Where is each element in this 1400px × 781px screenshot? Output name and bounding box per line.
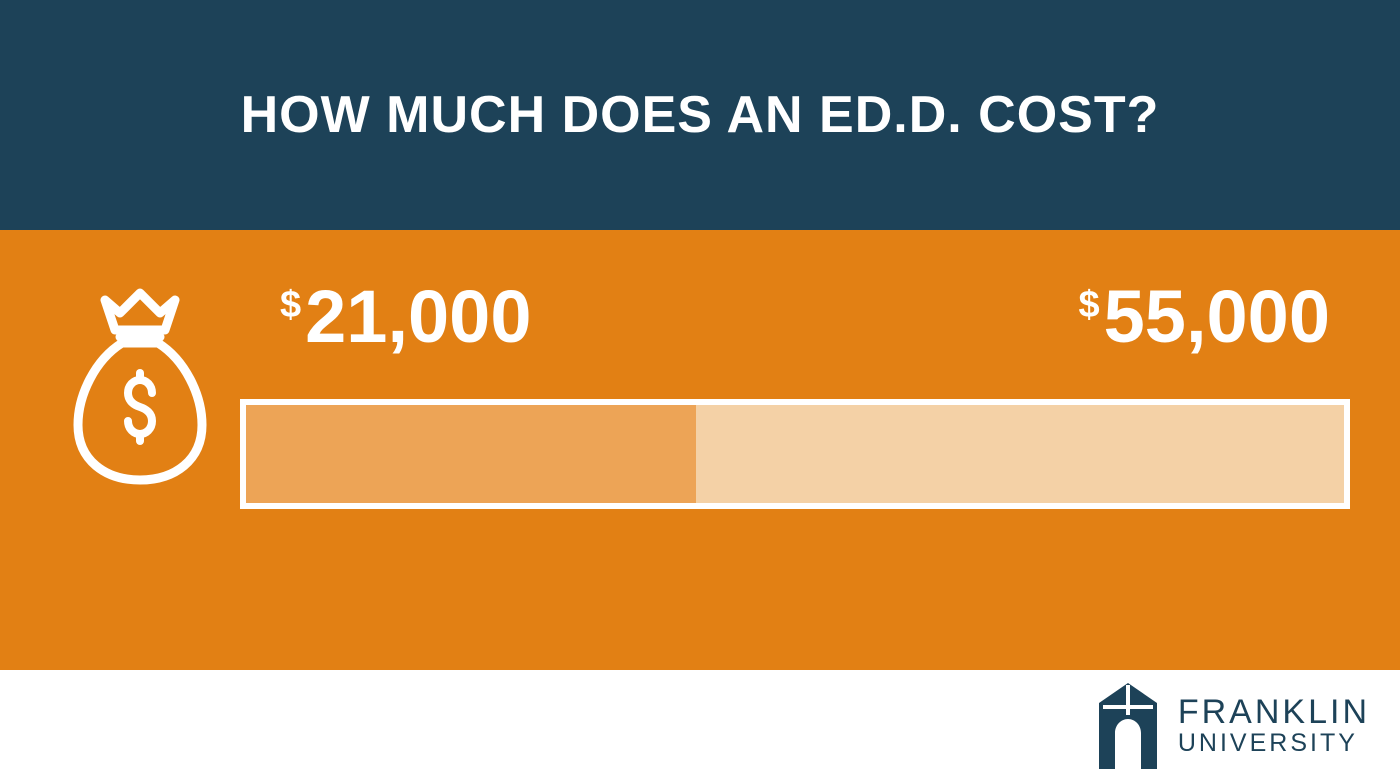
currency-symbol-high: $ [1079,284,1100,327]
high-value-group: $ 55,000 [1079,280,1330,354]
bar-segment-high [696,405,1344,503]
franklin-logo-icon [1091,681,1166,771]
low-value: 21,000 [305,280,531,354]
main-panel: $ 21,000 $ 55,000 [0,230,1400,670]
data-container: $ 21,000 $ 55,000 [230,275,1350,509]
low-value-group: $ 21,000 [280,280,531,354]
logo: FRANKLIN UNIVERSITY [1091,681,1370,771]
currency-symbol-low: $ [280,284,301,327]
header-panel: HOW MUCH DOES AN ED.D. COST? [0,0,1400,230]
footer: FRANKLIN UNIVERSITY [1091,670,1370,781]
money-bag-icon [60,285,220,485]
icon-container [50,275,230,485]
range-bar [240,399,1350,509]
high-value: 55,000 [1104,280,1330,354]
logo-line1: FRANKLIN [1178,695,1370,729]
logo-line2: UNIVERSITY [1178,731,1370,756]
values-row: $ 21,000 $ 55,000 [240,280,1350,354]
logo-text: FRANKLIN UNIVERSITY [1178,695,1370,756]
bar-segment-low [246,405,696,503]
page-title: HOW MUCH DOES AN ED.D. COST? [241,85,1160,145]
content-row: $ 21,000 $ 55,000 [50,275,1350,620]
